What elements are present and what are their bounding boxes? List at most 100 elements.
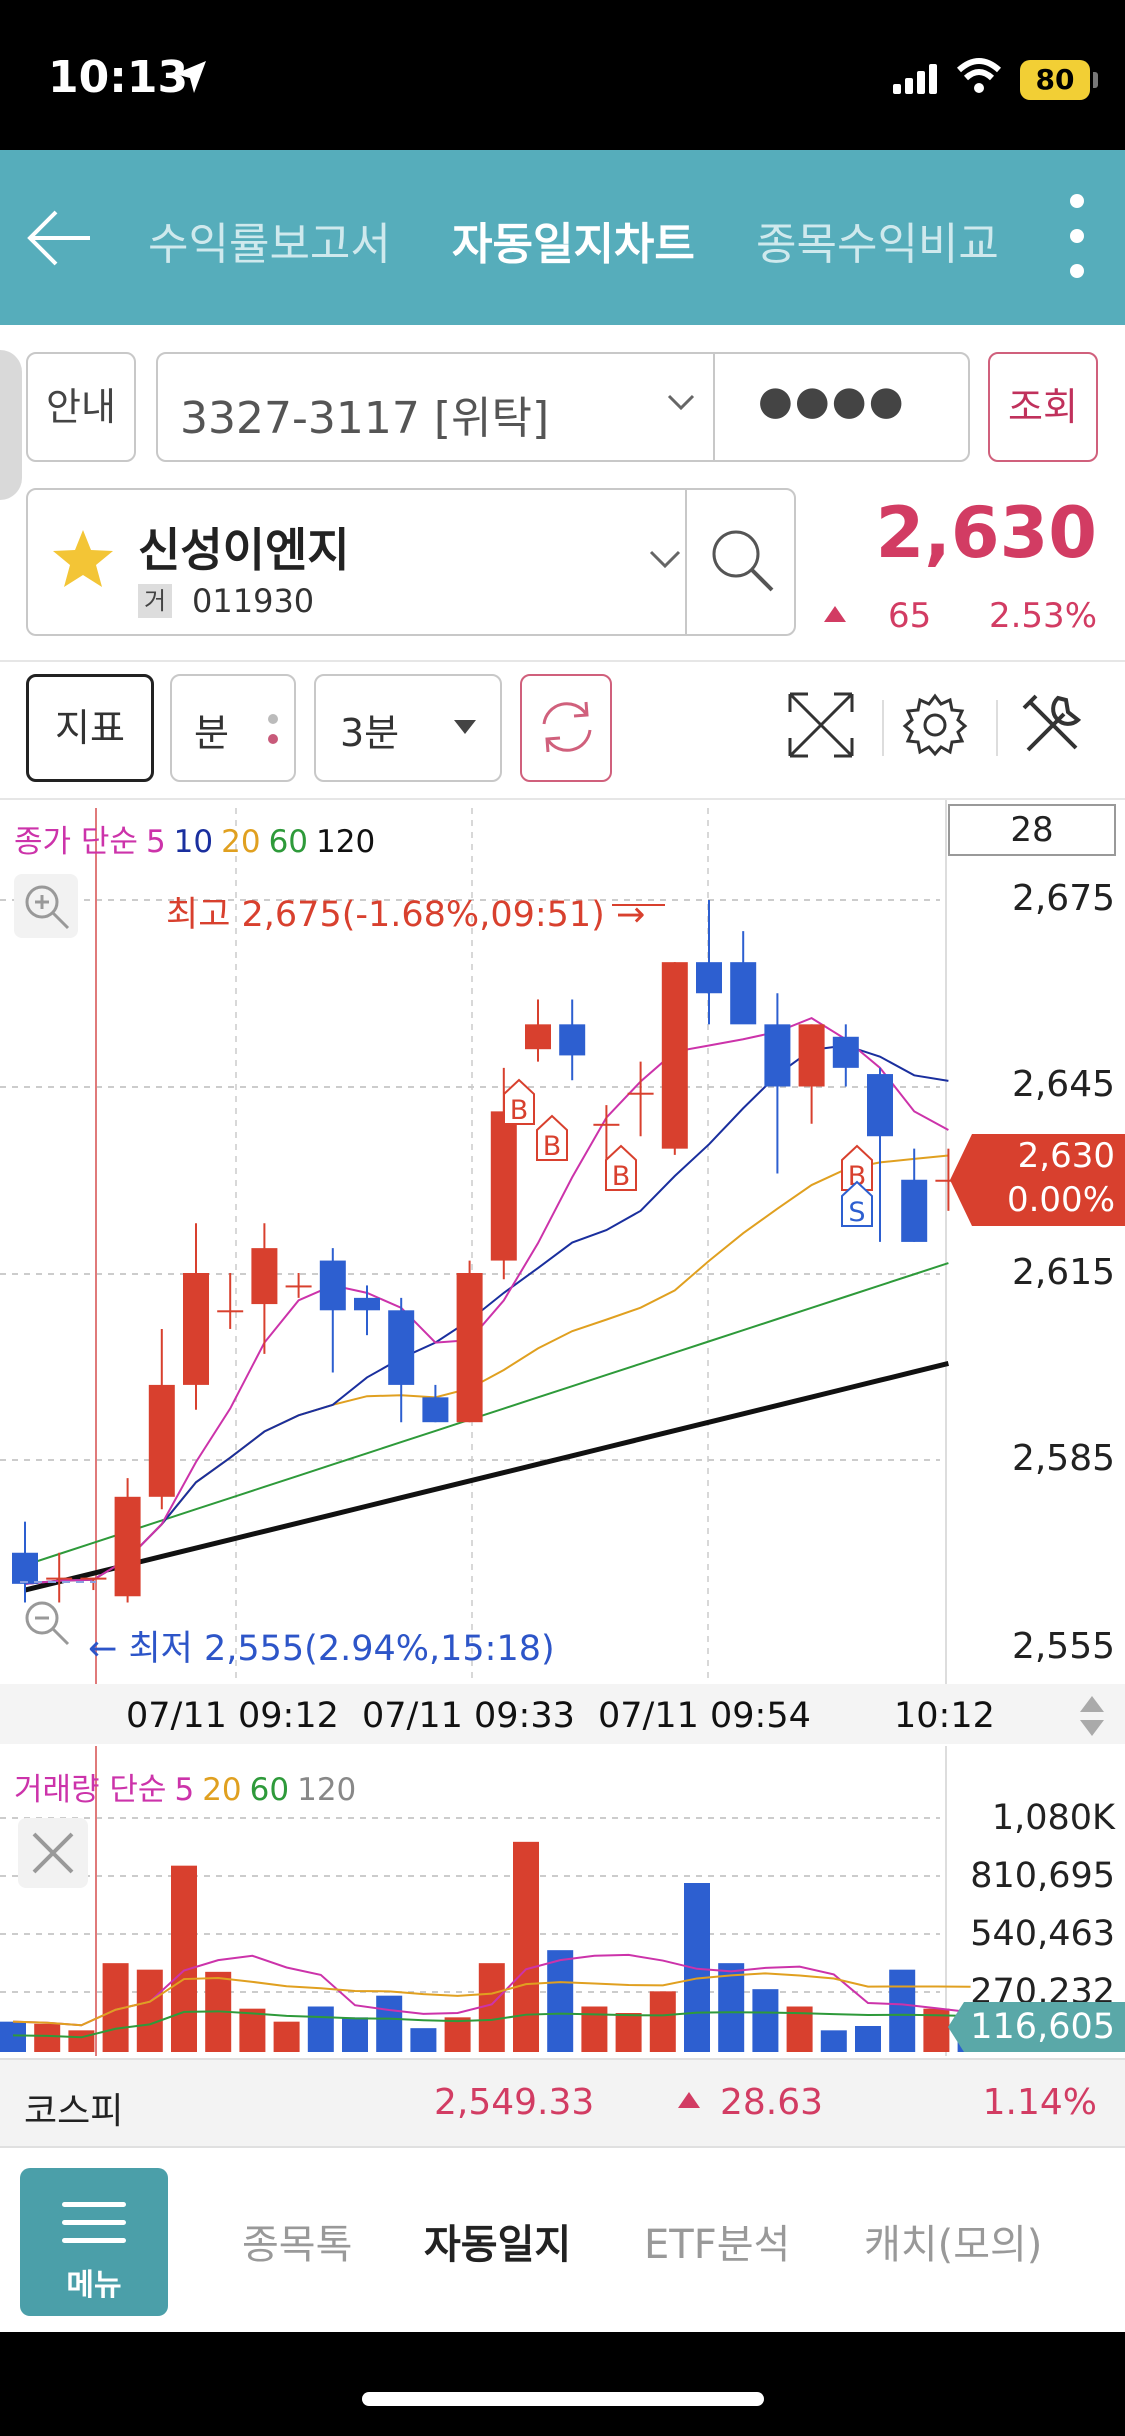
candle-body [730, 962, 757, 1025]
minute-button[interactable]: 분 [170, 674, 296, 782]
scroll-arrows-icon[interactable] [1078, 1694, 1106, 1738]
buy-marker-text: B [510, 1095, 529, 1126]
up-triangle-icon [678, 2092, 700, 2108]
low-price-label: ← 최저 2,555(2.94%,15:18) [88, 1629, 555, 1669]
star-icon[interactable] [50, 528, 116, 590]
dot [268, 734, 278, 744]
account-number: 3327-3117 [위탁] [180, 393, 550, 444]
x-axis: 07/11 09:12 07/11 09:33 07/11 09:54 10:1… [0, 1684, 1125, 1744]
price-change-percent: 2.53% [988, 596, 1097, 636]
y-tick: 2,615 [1011, 1252, 1115, 1293]
candle-body [251, 1248, 278, 1305]
zoom-in-icon[interactable] [14, 874, 78, 938]
buy-marker-text: B [848, 1161, 867, 1192]
price-chart[interactable]: BBB BS [0, 800, 1125, 1684]
volume-bar [239, 2008, 266, 2052]
query-button[interactable]: 조회 [988, 352, 1098, 462]
tab-stock-return-compare[interactable]: 종목수익비교 [756, 219, 999, 270]
bottom-nav: 메뉴 종목톡 자동일지 ETF분석 캐치(모의) [0, 2150, 1125, 2330]
candle-body [627, 1092, 654, 1095]
period-select[interactable]: 3분 [314, 674, 502, 782]
gear-icon[interactable] [900, 690, 970, 760]
current-price-tag: 2,630 0.00% [950, 1134, 1125, 1226]
close-icon[interactable] [18, 1818, 88, 1888]
candle-body [46, 1577, 73, 1580]
vma-5-line [12, 1953, 971, 2027]
home-area [0, 2332, 1125, 2436]
volume-bar [649, 1991, 676, 2052]
stock-selector[interactable]: 신성이엔지 거 011930 [26, 488, 796, 636]
candle-body [661, 962, 688, 1149]
refresh-icon [542, 701, 592, 753]
menu-icon-bar [62, 2202, 126, 2207]
legend-ma-10: 10 [173, 824, 214, 860]
divider [685, 490, 687, 634]
wifi-icon [956, 58, 1002, 93]
volume-bar [718, 1963, 745, 2052]
nav-etf-analysis[interactable]: ETF분석 [644, 2222, 791, 2268]
tab-auto-journal-chart[interactable]: 자동일지차트 [452, 219, 695, 270]
battery-tip [1093, 72, 1098, 88]
back-arrow-icon[interactable] [26, 208, 92, 268]
candle-body [80, 1577, 107, 1580]
volume-bar [68, 2030, 95, 2052]
info-button[interactable]: 안내 [26, 352, 136, 462]
sell-marker: S [841, 1180, 873, 1228]
legend-vma-60: 60 [249, 1772, 290, 1808]
menu-button[interactable]: 메뉴 [20, 2168, 168, 2316]
side-drawer-handle[interactable] [0, 350, 22, 500]
volume-bar [820, 2030, 847, 2052]
x-tick: 07/11 09:33 [362, 1696, 575, 1736]
volume-bar [547, 1950, 574, 2052]
legend-ma-60: 60 [268, 824, 309, 860]
legend-prefix: 거래량 단순 [14, 1772, 167, 1808]
volume-bar [410, 2028, 437, 2052]
stock-name: 신성이엔지 [138, 523, 350, 577]
current-pct-tag-value: 0.00% [1006, 1180, 1115, 1220]
buy-marker: B [605, 1144, 637, 1192]
account-select[interactable]: 3327-3117 [위탁] ●●●● [156, 352, 970, 462]
current-volume-tag: 116,605 [948, 2002, 1125, 2052]
y-tick: 2,585 [1011, 1438, 1115, 1479]
candle-body [901, 1179, 928, 1242]
current-price: 2,630 [875, 492, 1097, 574]
chevron-down-icon[interactable] [648, 548, 682, 570]
zoom-out-icon[interactable] [14, 1590, 78, 1654]
y-tick: 2,675 [1011, 878, 1115, 919]
divider [0, 660, 1125, 662]
candle-body [525, 1024, 551, 1050]
menu-icon-bar [62, 2220, 126, 2225]
tab-return-report[interactable]: 수익률보고서 [148, 219, 391, 270]
y-tick: 2,555 [1011, 1626, 1115, 1667]
candle-body [798, 1024, 825, 1087]
index-ticker[interactable]: 코스피 2,549.33 28.63 1.14% [0, 2058, 1125, 2148]
legend-ma-120: 120 [316, 824, 376, 860]
more-options-icon[interactable] [1067, 194, 1087, 299]
tools-icon[interactable] [1018, 690, 1088, 760]
refresh-button[interactable] [520, 674, 612, 782]
buy-marker: B [503, 1078, 535, 1126]
search-icon[interactable] [708, 526, 778, 596]
x-tick: 07/11 09:12 [126, 1696, 339, 1736]
password-field[interactable]: ●●●● [758, 378, 906, 424]
nav-auto-journal[interactable]: 자동일지 [424, 2222, 572, 2268]
candle-body [388, 1310, 415, 1385]
divider [0, 798, 1125, 800]
y-tick: 2,645 [1011, 1064, 1115, 1105]
price-legend: 종가 단순 5 10 20 60 120 [14, 816, 383, 861]
index-change-percent: 1.14% [982, 2082, 1097, 2123]
home-indicator[interactable] [362, 2392, 764, 2406]
nav-stock-talk[interactable]: 종목톡 [242, 2222, 353, 2268]
volume-bar [136, 1969, 163, 2052]
candle-count-box[interactable]: 28 [948, 804, 1116, 856]
volume-bar [307, 2006, 334, 2052]
expand-icon[interactable] [786, 690, 856, 760]
divider [713, 354, 715, 460]
nav-catch-mock[interactable]: 캐치(모의) [864, 2222, 1043, 2268]
volume-chart[interactable] [0, 1746, 1125, 2056]
indicator-button[interactable]: 지표 [26, 674, 154, 782]
legend-ma-20: 20 [221, 824, 261, 860]
status-time: 10:13 [48, 52, 189, 103]
menu-label: 메뉴 [66, 2268, 122, 2303]
current-price-tag-value: 2,630 [1017, 1136, 1115, 1176]
